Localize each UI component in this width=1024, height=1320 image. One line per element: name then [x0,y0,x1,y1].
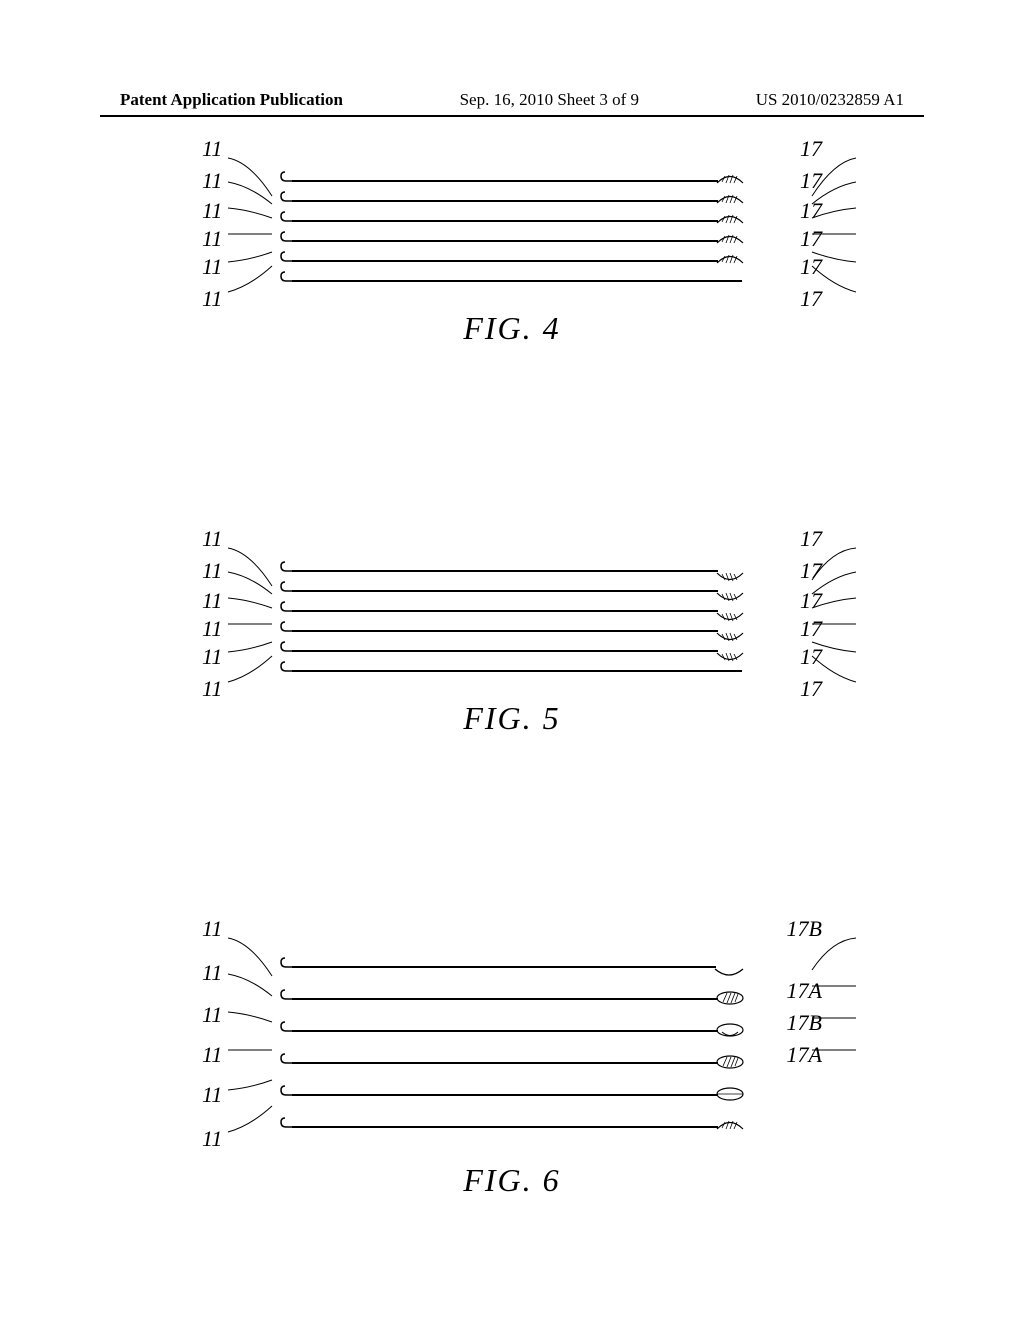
rod-left-end [280,640,294,658]
rod-row: 1117 [202,660,822,680]
rod-row: 11 17B [202,1014,822,1046]
rod-line [292,998,718,1000]
rod-line [292,610,718,612]
rod-row: 11 17 [202,210,822,230]
rod-right-end [716,1055,744,1074]
figure-fig4: 11 1711 1711 1711 [202,170,822,347]
header-rule [100,115,924,117]
rod-line [292,650,718,652]
rod-line [292,200,718,202]
rod-right-end [714,965,744,983]
rod-left-end [280,210,294,228]
rod-line [292,1094,718,1096]
ref-label-right: 17A [787,1042,822,1068]
rod-line [292,180,718,182]
rod-line [292,966,716,968]
rod-row: 11 17 [202,640,822,660]
rod-right-end [716,171,744,189]
rod-row: 11 17 [202,230,822,250]
rod-left-end [280,1052,294,1070]
rod-right-end [716,211,744,229]
rod-row: 11 [202,1110,822,1142]
ref-label-right: 17 [800,676,822,702]
rod-line [292,220,718,222]
ref-label-right: 17 [800,526,822,552]
rod-right-end [716,1023,744,1044]
figure-caption: FIG. 6 [202,1162,822,1199]
rod-right-end [716,1117,744,1135]
rod-line [292,240,718,242]
rod-row: 1117B [202,950,822,982]
rod-right-end [740,668,744,686]
figure-caption: FIG. 4 [202,310,822,347]
figure-fig5: 11 1711 1711 1711 [202,560,822,737]
rod-left-end [280,560,294,578]
rod-row: 11 17 [202,190,822,210]
rod-line [292,280,742,282]
rod-left-end [280,956,294,974]
rod-row: 11 17 [202,620,822,640]
rod-right-end [716,991,744,1010]
rod-left-end [280,600,294,618]
rod-left-end [280,1084,294,1102]
rod-left-end [280,620,294,638]
rod-line [292,570,718,572]
rod-right-end [716,1087,744,1106]
header-left: Patent Application Publication [120,90,343,110]
ref-label-right: 17 [800,136,822,162]
ref-label-right: 17 [800,286,822,312]
rod-row: 11 [202,1078,822,1110]
rod-left-end [280,1020,294,1038]
rod-left-end [280,170,294,188]
rod-row: 11 17A [202,982,822,1014]
rod-left-end [280,1116,294,1134]
rod-row: 11 17A [202,1046,822,1078]
rod-row: 11 17 [202,250,822,270]
rod-left-end [280,190,294,208]
rod-right-end [716,191,744,209]
rod-row: 11 17 [202,170,822,190]
rod-left-end [280,580,294,598]
header-right: US 2010/0232859 A1 [756,90,904,110]
rod-left-end [280,270,294,288]
figure-fig6: 1117B11 17A11 17B11 17A11 11 [202,950,822,1199]
rod-line [292,630,718,632]
rod-left-end [280,988,294,1006]
rod-line [292,590,718,592]
ref-label-right: 17 [800,168,822,194]
rod-left-end [280,660,294,678]
rod-row: 11 17 [202,600,822,620]
ref-label-right: 17 [800,558,822,584]
rod-left-end [280,250,294,268]
ref-label-right: 17B [787,916,822,942]
rod-line [292,260,718,262]
rod-row: 1117 [202,270,822,290]
page-header: Patent Application Publication Sep. 16, … [0,90,1024,110]
figure-caption: FIG. 5 [202,700,822,737]
rod-row: 11 17 [202,560,822,580]
rod-line [292,1062,718,1064]
rod-line [292,670,742,672]
rod-right-end [716,231,744,249]
rod-left-end [280,230,294,248]
rod-right-end [716,251,744,269]
rod-right-end [740,278,744,296]
header-mid: Sep. 16, 2010 Sheet 3 of 9 [460,90,639,110]
rod-line [292,1030,718,1032]
rod-row: 11 17 [202,580,822,600]
rod-line [292,1126,718,1128]
